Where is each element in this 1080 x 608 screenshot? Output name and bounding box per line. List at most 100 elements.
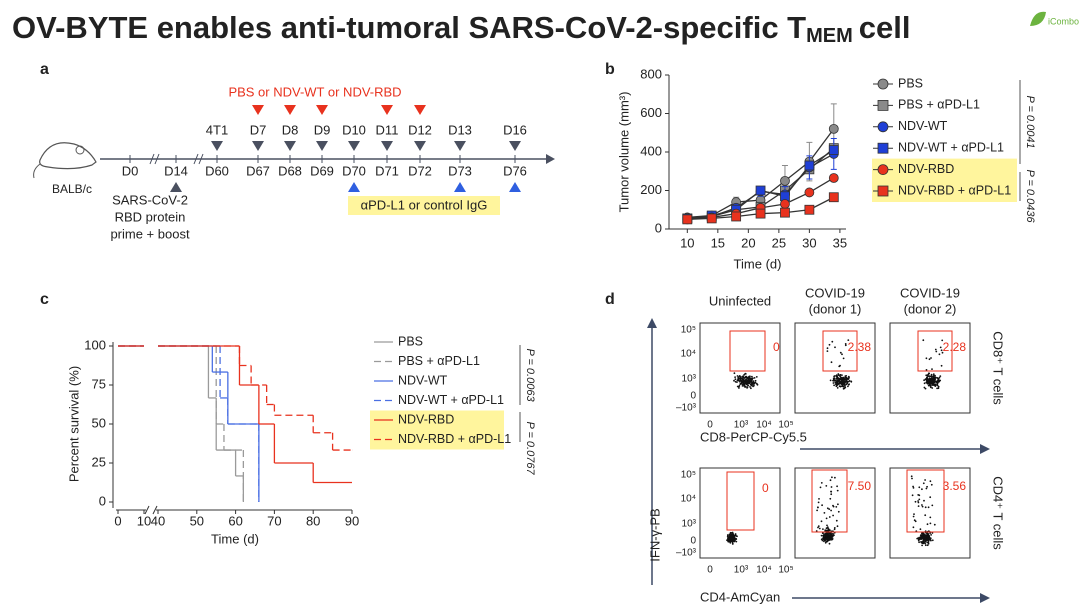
day-label: D7 xyxy=(250,122,267,137)
event-dot xyxy=(828,516,831,518)
event-dot xyxy=(939,346,942,349)
day-label: D16 xyxy=(503,122,527,137)
event-dot xyxy=(823,540,825,543)
event-dot xyxy=(832,382,835,384)
event-dot xyxy=(835,506,838,508)
event-dot xyxy=(828,508,831,510)
x-tick-label: 10 xyxy=(137,513,151,528)
flow-axes xyxy=(647,318,990,603)
event-dot xyxy=(828,542,831,545)
event-dot xyxy=(730,535,733,537)
event-dot xyxy=(736,379,739,382)
highlight xyxy=(872,158,1017,181)
event-dot xyxy=(733,372,736,375)
event-dot xyxy=(836,485,838,488)
event-dot xyxy=(726,539,728,542)
x-tick-label: 10⁵ xyxy=(778,420,793,431)
gate xyxy=(811,469,848,533)
event-dot xyxy=(837,380,840,383)
plot-frame xyxy=(889,322,971,414)
event-dot xyxy=(744,381,747,384)
x-tick-label: 60 xyxy=(228,513,242,528)
column-header: Uninfected xyxy=(709,293,771,308)
gate xyxy=(917,330,953,372)
event-dot xyxy=(825,485,828,487)
event-dot xyxy=(830,361,833,364)
event-dot xyxy=(830,490,833,493)
event-dot xyxy=(742,378,745,381)
y-tick-label: 0 xyxy=(99,493,106,508)
event-dot xyxy=(744,372,747,375)
event-dot xyxy=(917,505,920,507)
gate xyxy=(906,469,945,533)
event-dot xyxy=(834,379,837,382)
event-dot xyxy=(734,380,737,383)
event-dot xyxy=(735,540,738,543)
event-dot xyxy=(846,381,849,384)
data-point xyxy=(755,185,766,196)
gate-value: 3.56 xyxy=(943,479,967,493)
event-dot xyxy=(832,534,834,537)
legend-marker xyxy=(877,164,889,176)
x-tick-label: 10³ xyxy=(734,565,749,576)
event-dot xyxy=(733,539,736,542)
legend-marker xyxy=(877,142,889,154)
event-dot xyxy=(930,534,932,536)
event-dot xyxy=(917,539,920,542)
event-dot xyxy=(935,350,938,353)
event-dot xyxy=(839,364,841,367)
event-dot xyxy=(826,507,829,510)
event-dot xyxy=(744,376,747,379)
event-dot xyxy=(736,385,739,388)
event-dot xyxy=(731,542,734,545)
event-dot xyxy=(932,377,935,379)
event-dot xyxy=(729,541,732,544)
event-dot xyxy=(842,357,845,360)
event-dot xyxy=(817,501,820,504)
event-dot xyxy=(822,532,824,535)
event-dot xyxy=(931,375,933,378)
event-dot xyxy=(845,380,848,383)
event-dot xyxy=(836,525,839,528)
event-dot xyxy=(737,377,739,379)
event-dot xyxy=(736,375,739,377)
event-dot xyxy=(734,533,737,536)
event-dot xyxy=(913,519,916,522)
day-label: D0 xyxy=(122,163,139,178)
event-marker xyxy=(381,105,393,115)
event-dot xyxy=(835,381,838,384)
event-dot xyxy=(825,517,828,520)
event-dot xyxy=(932,373,935,376)
x-axis-label: Time (d) xyxy=(211,531,259,546)
event-marker xyxy=(316,141,328,151)
event-dot xyxy=(939,375,942,377)
event-dot xyxy=(834,375,836,377)
event-dot xyxy=(726,535,729,538)
legend-label: NDV-RBD + αPD-L1 xyxy=(398,432,511,446)
y-tick-label: 10⁵ xyxy=(681,470,696,481)
event-dot xyxy=(738,375,741,377)
gate-value: 2.38 xyxy=(848,340,872,354)
legend-label: PBS + αPD-L1 xyxy=(398,354,480,368)
event-dot xyxy=(825,540,828,543)
event-dot xyxy=(938,353,941,356)
event-dot xyxy=(832,514,834,517)
event-dot xyxy=(918,498,921,501)
y-tick-label: 800 xyxy=(640,66,662,81)
flow-plot: 0 xyxy=(699,322,781,414)
event-dot xyxy=(924,544,927,547)
data-point xyxy=(731,211,742,222)
event-dot xyxy=(850,380,853,383)
highlight xyxy=(872,180,1017,202)
event-dot xyxy=(937,379,939,381)
flow-plot: 2.38 xyxy=(794,322,876,414)
event-dot xyxy=(923,379,925,382)
flow-plot: 3.56 xyxy=(889,467,971,559)
legend-label: NDV-RBD xyxy=(398,412,454,426)
event-dot xyxy=(832,379,834,382)
x-tick-label: 10⁴ xyxy=(756,420,771,431)
event-dot xyxy=(940,349,943,352)
event-dot xyxy=(751,375,753,378)
y-tick-label: 0 xyxy=(690,536,696,547)
event-dot xyxy=(738,384,741,387)
